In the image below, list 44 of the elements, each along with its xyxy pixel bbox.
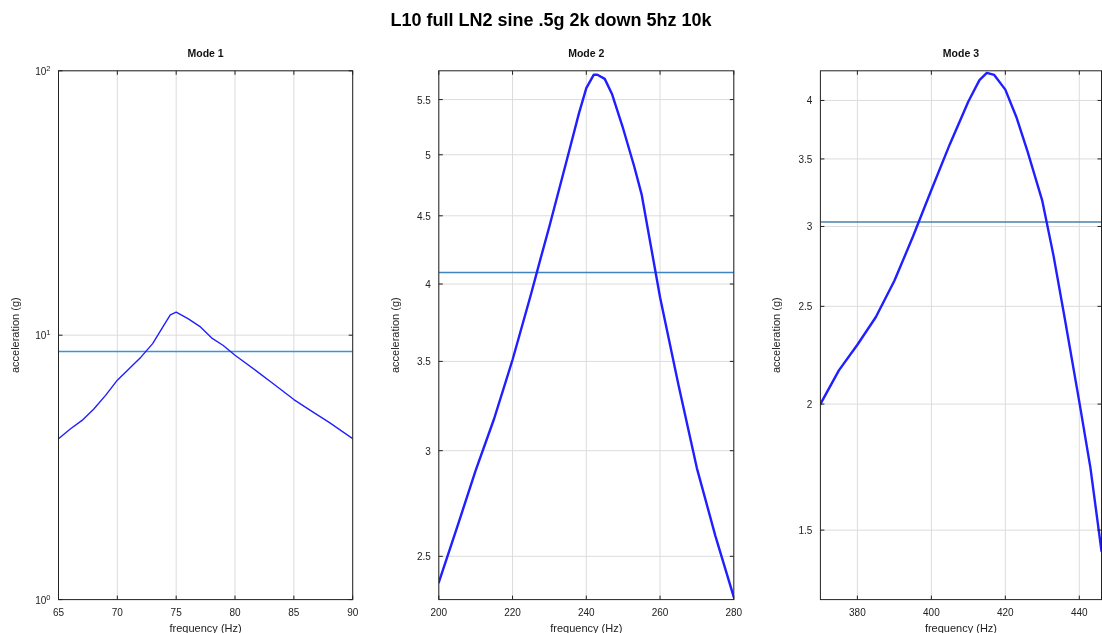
x-tick-label: 400 (923, 606, 941, 618)
x-tick-label: 65 (52, 606, 65, 618)
x-tick-label: 90 (347, 606, 359, 618)
y-tick-label: 2.5 (416, 551, 432, 563)
y-tick-label: 2.5 (798, 301, 813, 313)
y-tick-label: 3 (425, 445, 432, 457)
y-axis-title: acceleration (g) (770, 297, 783, 374)
x-tick-label: 420 (996, 606, 1015, 618)
y-tick-label: 5.5 (416, 94, 432, 106)
y-tick-label: 3.5 (416, 356, 432, 368)
y-tick-label: 5 (425, 149, 432, 161)
x-tick-label: 240 (577, 606, 596, 618)
x-tick-label: 200 (430, 606, 448, 618)
chart-title: Mode 2 (568, 46, 605, 59)
x-tick-label: 85 (288, 606, 300, 618)
y-tick-label: 3.5 (798, 153, 813, 165)
y-tick-label: 4 (806, 95, 813, 107)
text: L10 full LN2 sine .5g 2k down 5hz 10k (390, 10, 713, 30)
x-axis-title: frequency (Hz) (169, 621, 242, 633)
x-tick-label: 440 (1070, 606, 1089, 618)
line-series (58, 311, 353, 440)
y-tick-label: 10$^{1}$ (35, 327, 51, 342)
x-tick-label: 220 (504, 606, 522, 618)
line-series (438, 73, 734, 599)
x-tick-label: 260 (651, 606, 669, 618)
x-tick-label: 80 (229, 606, 242, 618)
y-tick-label: 1.5 (798, 525, 813, 537)
x-tick-label: 70 (111, 606, 124, 618)
y-tick-label: 10$^{2}$ (35, 63, 51, 77)
y-tick-label: 4 (425, 279, 432, 291)
y-tick-label: 3 (806, 221, 813, 233)
y-axis-title: acceleration (g) (388, 297, 401, 374)
x-tick-label: 75 (170, 606, 183, 618)
y-tick-label: 10$^{0}$ (35, 592, 51, 606)
chart-title: Mode 3 (942, 46, 980, 59)
chart-title: Mode 1 (187, 46, 224, 59)
x-axis-title: frequency (Hz) (550, 621, 623, 633)
x-axis-title: frequency (Hz) (924, 621, 998, 633)
y-tick-label: 4.5 (416, 210, 432, 222)
line-series (820, 71, 1102, 553)
y-tick-label: 2 (806, 399, 813, 411)
x-tick-label: 280 (725, 606, 743, 618)
y-axis-title: acceleration (g) (8, 297, 21, 374)
x-tick-label: 380 (849, 606, 867, 618)
